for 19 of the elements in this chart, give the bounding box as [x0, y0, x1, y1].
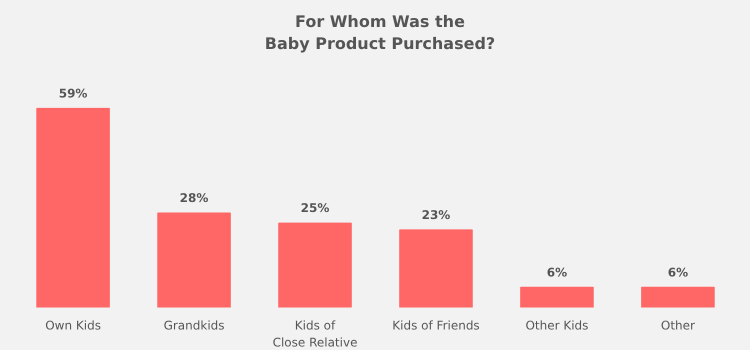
x-tick-label: Other: [660, 318, 696, 332]
bar: [157, 212, 231, 308]
bar: [641, 286, 715, 308]
data-label: 6%: [668, 265, 688, 280]
x-tick-label: Kids of Close Relative: [272, 318, 358, 350]
bar: [520, 286, 594, 308]
data-label: 6%: [546, 265, 568, 280]
data-label: 23%: [422, 208, 450, 222]
x-tick-label: Own Kids: [45, 318, 101, 332]
x-tick-label: Other Kids: [525, 318, 588, 332]
bar: [399, 229, 473, 308]
chart-title: For Whom Was the Baby Product Purchased?: [264, 11, 496, 54]
x-tick-label: Kids of Friends: [392, 318, 480, 332]
data-label: 59%: [58, 86, 88, 100]
data-label: 25%: [300, 201, 330, 216]
x-tick-label: Grandkids: [164, 318, 225, 332]
data-label: 28%: [180, 191, 208, 205]
bar: [36, 108, 110, 308]
bar: [278, 222, 352, 308]
